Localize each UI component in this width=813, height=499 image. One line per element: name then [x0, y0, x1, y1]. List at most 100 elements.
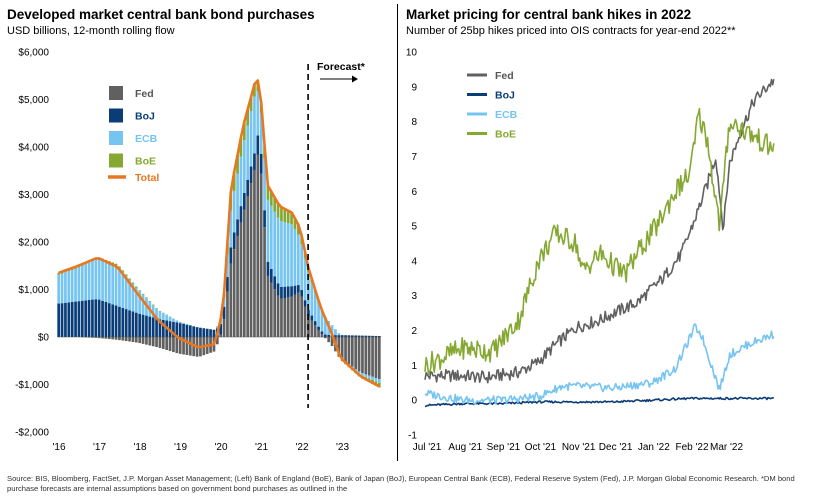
line-boj	[424, 396, 774, 408]
bar-ecb	[107, 262, 111, 304]
bar-fed	[273, 289, 277, 337]
bar-ecb	[239, 156, 243, 207]
bar-ecb	[371, 376, 374, 380]
bar-fed	[327, 337, 331, 343]
bar-ecb	[64, 272, 67, 303]
bar-boj	[101, 300, 104, 337]
bar-boj	[229, 247, 233, 264]
bar-boj	[354, 335, 358, 337]
bar-boe	[118, 266, 121, 268]
bar-boe	[266, 185, 270, 200]
bar-boj	[236, 219, 239, 236]
bar-boj	[121, 307, 125, 337]
bar-ecb	[94, 259, 98, 300]
bar-fed	[283, 298, 287, 337]
bar-fed	[337, 337, 341, 356]
bar-boj	[256, 135, 260, 155]
bar-ecb	[77, 267, 81, 302]
bar-ecb	[141, 294, 145, 315]
bar-ecb	[364, 374, 368, 378]
bar-boj	[350, 335, 354, 337]
bar-fed	[320, 334, 324, 337]
bar-ecb	[357, 371, 361, 374]
bar-ecb	[377, 379, 381, 383]
left-y-tick-label: $3,000	[18, 190, 49, 201]
bar-fed	[178, 337, 182, 354]
bar-ecb	[280, 221, 283, 287]
bar-boj	[361, 335, 364, 337]
left-x-tick-label: '22	[295, 442, 308, 453]
bar-fed	[276, 295, 280, 337]
bar-boj	[60, 303, 64, 337]
bar-ecb	[57, 274, 61, 304]
bar-boe	[239, 137, 243, 157]
bar-fed	[128, 337, 131, 342]
bar-ecb	[283, 222, 287, 287]
bar-fed	[185, 337, 189, 356]
line-boe	[424, 107, 775, 376]
bar-ecb	[337, 333, 341, 336]
bar-ecb	[259, 112, 263, 154]
right-y-tick-label: -1	[408, 431, 417, 442]
left-y-tick-label: $6,000	[18, 48, 49, 59]
bar-boe	[290, 212, 293, 225]
bar-fed	[215, 337, 219, 345]
bar-boe	[114, 263, 118, 266]
bar-fed	[168, 337, 172, 352]
bar-boj	[310, 315, 314, 321]
right-x-tick-label: Feb '22	[675, 442, 708, 453]
bar-boe	[151, 304, 155, 306]
bar-boe	[236, 154, 239, 174]
bar-ecb	[124, 275, 128, 310]
bar-boe	[155, 308, 158, 309]
bar-ecb	[310, 282, 314, 316]
bar-fed	[114, 337, 118, 340]
bar-ecb	[320, 311, 324, 332]
footnote: Source: BIS, Bloomberg, FactSet, J.P. Mo…	[7, 474, 795, 493]
bar-boj	[367, 335, 371, 337]
bar-fed	[232, 249, 236, 337]
bar-boj	[337, 335, 341, 337]
bar-boj	[175, 322, 179, 337]
bar-boj	[307, 310, 310, 317]
bar-fed	[124, 337, 128, 342]
bar-boj	[374, 335, 378, 337]
line-fed	[424, 78, 775, 384]
bar-boj	[161, 319, 165, 337]
bar-boe	[253, 84, 256, 97]
bar-boj	[357, 335, 361, 337]
forecast-label: Forecast*	[317, 61, 366, 73]
right-y-tick-label: 10	[406, 48, 418, 59]
left-x-tick-label: '23	[336, 442, 349, 453]
right-y-tick-label: 9	[411, 82, 417, 93]
left-y-tick-label: $5,000	[18, 95, 49, 106]
right-legend-label-fed: Fed	[495, 70, 514, 82]
bar-boj	[344, 335, 347, 337]
bar-ecb	[303, 258, 307, 301]
bar-ecb	[134, 287, 138, 313]
bar-boe	[334, 350, 337, 352]
bar-fed	[94, 337, 98, 338]
bar-fed	[175, 337, 179, 354]
bar-boj	[111, 304, 115, 337]
right-x-tick-label: Aug '21	[448, 442, 482, 453]
bar-fed	[161, 337, 165, 349]
bar-fed	[188, 337, 192, 356]
bar-boe	[249, 96, 253, 112]
bar-ecb	[87, 262, 91, 300]
forecast-arrow-icon	[352, 75, 358, 83]
left-x-tick-label: '21	[255, 442, 268, 453]
bar-fed	[371, 337, 374, 377]
bar-fed	[367, 337, 371, 376]
bar-fed	[182, 337, 185, 355]
bar-ecb	[354, 369, 358, 371]
right-y-tick-label: 3	[411, 291, 417, 302]
bar-boj	[138, 313, 142, 337]
bar-boe	[337, 355, 341, 358]
bar-fed	[266, 275, 270, 337]
bar-boj	[199, 327, 202, 337]
bar-boj	[222, 306, 226, 320]
bar-ecb	[296, 234, 300, 286]
right-x-tick-label: Mar '22	[710, 442, 743, 453]
bar-boj	[195, 327, 199, 337]
